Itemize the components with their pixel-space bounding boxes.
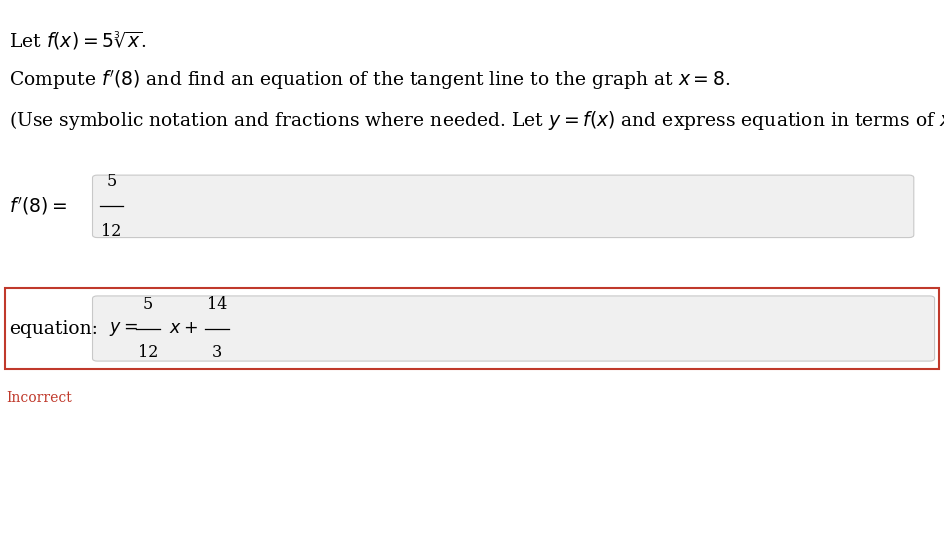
Text: Incorrect: Incorrect bbox=[7, 391, 73, 405]
Text: $y=$: $y=$ bbox=[109, 319, 138, 338]
Text: 5: 5 bbox=[107, 173, 116, 190]
Text: $f^{\prime}(8) =$: $f^{\prime}(8) =$ bbox=[9, 195, 68, 217]
Text: 12: 12 bbox=[101, 223, 122, 239]
Text: 5: 5 bbox=[143, 296, 153, 313]
Text: Compute $f^{\prime}(8)$ and find an equation of the tangent line to the graph at: Compute $f^{\prime}(8)$ and find an equa… bbox=[9, 68, 731, 92]
Text: 12: 12 bbox=[138, 344, 159, 361]
Text: (Use symbolic notation and fractions where needed. Let $y = f(x)$ and express eq: (Use symbolic notation and fractions whe… bbox=[9, 109, 944, 131]
Text: Let $f(x) = 5\sqrt[3]{x}$.: Let $f(x) = 5\sqrt[3]{x}$. bbox=[9, 30, 147, 52]
Text: equation:: equation: bbox=[9, 319, 98, 338]
FancyBboxPatch shape bbox=[5, 288, 939, 369]
Text: 14: 14 bbox=[207, 296, 228, 313]
Text: 3: 3 bbox=[212, 344, 222, 361]
FancyBboxPatch shape bbox=[93, 296, 935, 361]
Text: $x+$: $x+$ bbox=[169, 320, 198, 337]
FancyBboxPatch shape bbox=[93, 175, 914, 238]
